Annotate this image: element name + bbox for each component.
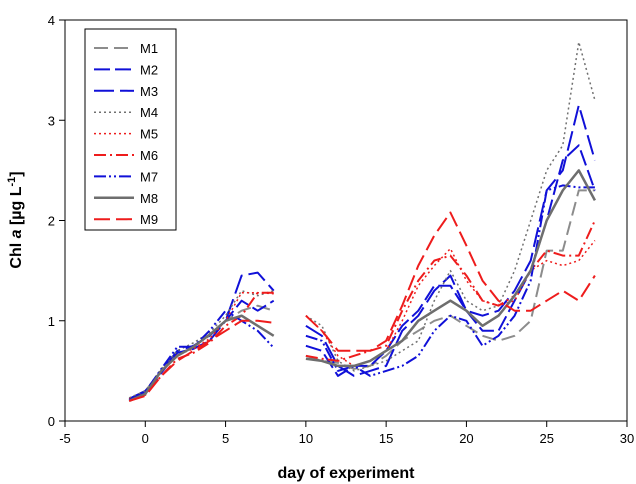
x-tick-label-1: 0 xyxy=(142,431,149,446)
series-line-m3-segment-1 xyxy=(128,271,275,400)
x-tick-label-5: 20 xyxy=(459,431,473,446)
series-line-m6-segment-2 xyxy=(305,220,596,362)
series-line-m3-segment-2 xyxy=(305,104,596,377)
y-axis-title-pre: Chl xyxy=(8,238,25,268)
series-line-m9-segment-2 xyxy=(305,211,596,352)
x-axis: -5 0 5 10 15 20 25 30 xyxy=(59,421,634,446)
series-line-m4-segment-2 xyxy=(305,41,596,372)
legend-label-m8: M8 xyxy=(140,191,158,206)
series-line-m1-segment-2 xyxy=(305,189,595,370)
legend-label-m3: M3 xyxy=(140,84,158,99)
legend-box xyxy=(84,28,177,231)
y-tick-label-1: 1 xyxy=(48,314,55,329)
series-layer xyxy=(128,41,597,403)
legend-label-m1: M1 xyxy=(140,41,158,56)
legend-label-m4: M4 xyxy=(140,105,158,120)
y-tick-label-0: 0 xyxy=(48,414,55,429)
x-tick-label-3: 10 xyxy=(299,431,313,446)
x-tick-label-0: -5 xyxy=(59,431,71,446)
series-line-m8-segment-2 xyxy=(305,169,597,368)
series-line-m7-segment-2 xyxy=(305,184,595,377)
x-tick-label-7: 30 xyxy=(620,431,634,446)
series-line-m9-segment-1 xyxy=(128,319,274,402)
y-tick-label-3: 3 xyxy=(48,113,55,128)
y-tick-label-2: 2 xyxy=(48,214,55,229)
legend-label-m6: M6 xyxy=(140,148,158,163)
legend-label-m5: M5 xyxy=(140,127,158,142)
series-line-m5-segment-2 xyxy=(305,240,596,367)
y-axis-title-sup: -1 xyxy=(6,177,18,187)
x-tick-label-4: 15 xyxy=(379,431,393,446)
x-tick-label-2: 5 xyxy=(222,431,229,446)
legend-label-m2: M2 xyxy=(140,62,158,77)
x-axis-title: day of experiment xyxy=(278,465,416,482)
y-axis: 0 1 2 3 4 xyxy=(48,13,65,429)
y-tick-label-4: 4 xyxy=(48,13,55,28)
y-axis-title-post: ] xyxy=(8,171,25,176)
series-line-m2-segment-2 xyxy=(305,144,596,377)
legend: M1 M2 M3 M4 M5 M6 M7 M8 M9 xyxy=(84,28,177,231)
x-tick-label-6: 25 xyxy=(539,431,553,446)
legend-label-m7: M7 xyxy=(140,169,158,184)
y-axis-title-mid: [µg L xyxy=(8,186,25,229)
y-axis-title: Chl a [µg L-1] xyxy=(6,171,25,268)
y-axis-title-italic: a xyxy=(8,229,25,238)
series-line-m8-segment-1 xyxy=(128,314,275,403)
legend-label-m9: M9 xyxy=(140,212,158,227)
